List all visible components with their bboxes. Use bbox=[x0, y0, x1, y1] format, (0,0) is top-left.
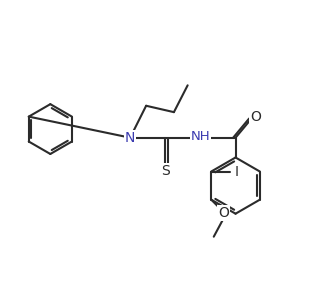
Text: I: I bbox=[235, 165, 239, 179]
Text: N: N bbox=[125, 131, 135, 145]
Text: O: O bbox=[218, 206, 229, 220]
Text: NH: NH bbox=[191, 130, 210, 143]
Text: S: S bbox=[161, 164, 170, 178]
Text: O: O bbox=[250, 110, 261, 124]
